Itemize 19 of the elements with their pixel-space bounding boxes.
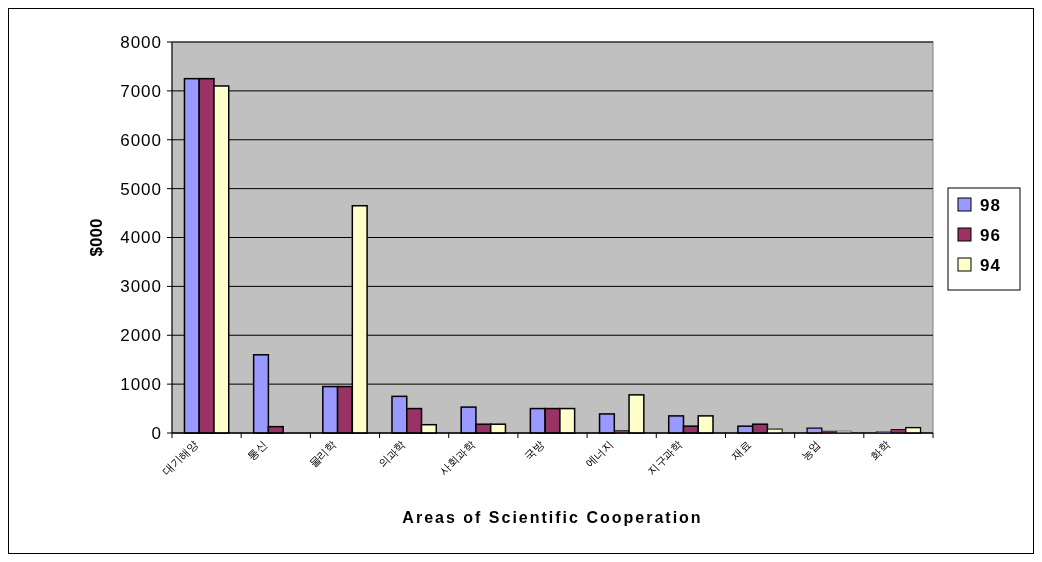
x-axis-title: Areas of Scientific Cooperation [402, 509, 703, 526]
y-tick-label: 3000 [120, 277, 162, 297]
y-tick-label: 2000 [120, 326, 162, 346]
y-axis-title: $000 [87, 218, 106, 257]
x-tick-label: 통신 [245, 437, 270, 462]
y-tick-label: 1000 [120, 375, 162, 395]
x-tick-label: 화학 [867, 437, 892, 462]
legend-label: 98 [980, 195, 1001, 215]
y-tick-label: 7000 [120, 81, 162, 101]
y-tick-label: 0 [151, 423, 162, 443]
y-tick-label: 8000 [120, 32, 162, 52]
y-tick-label: 4000 [120, 228, 162, 248]
x-tick-label: 농업 [798, 437, 823, 462]
legend-label: 94 [980, 255, 1001, 275]
y-tick-label: 5000 [120, 179, 162, 199]
x-tick-label: 국방 [521, 437, 546, 462]
x-tick-label: 재료 [729, 437, 754, 462]
y-tick-label: 6000 [120, 130, 162, 150]
legend-label: 96 [980, 225, 1001, 245]
